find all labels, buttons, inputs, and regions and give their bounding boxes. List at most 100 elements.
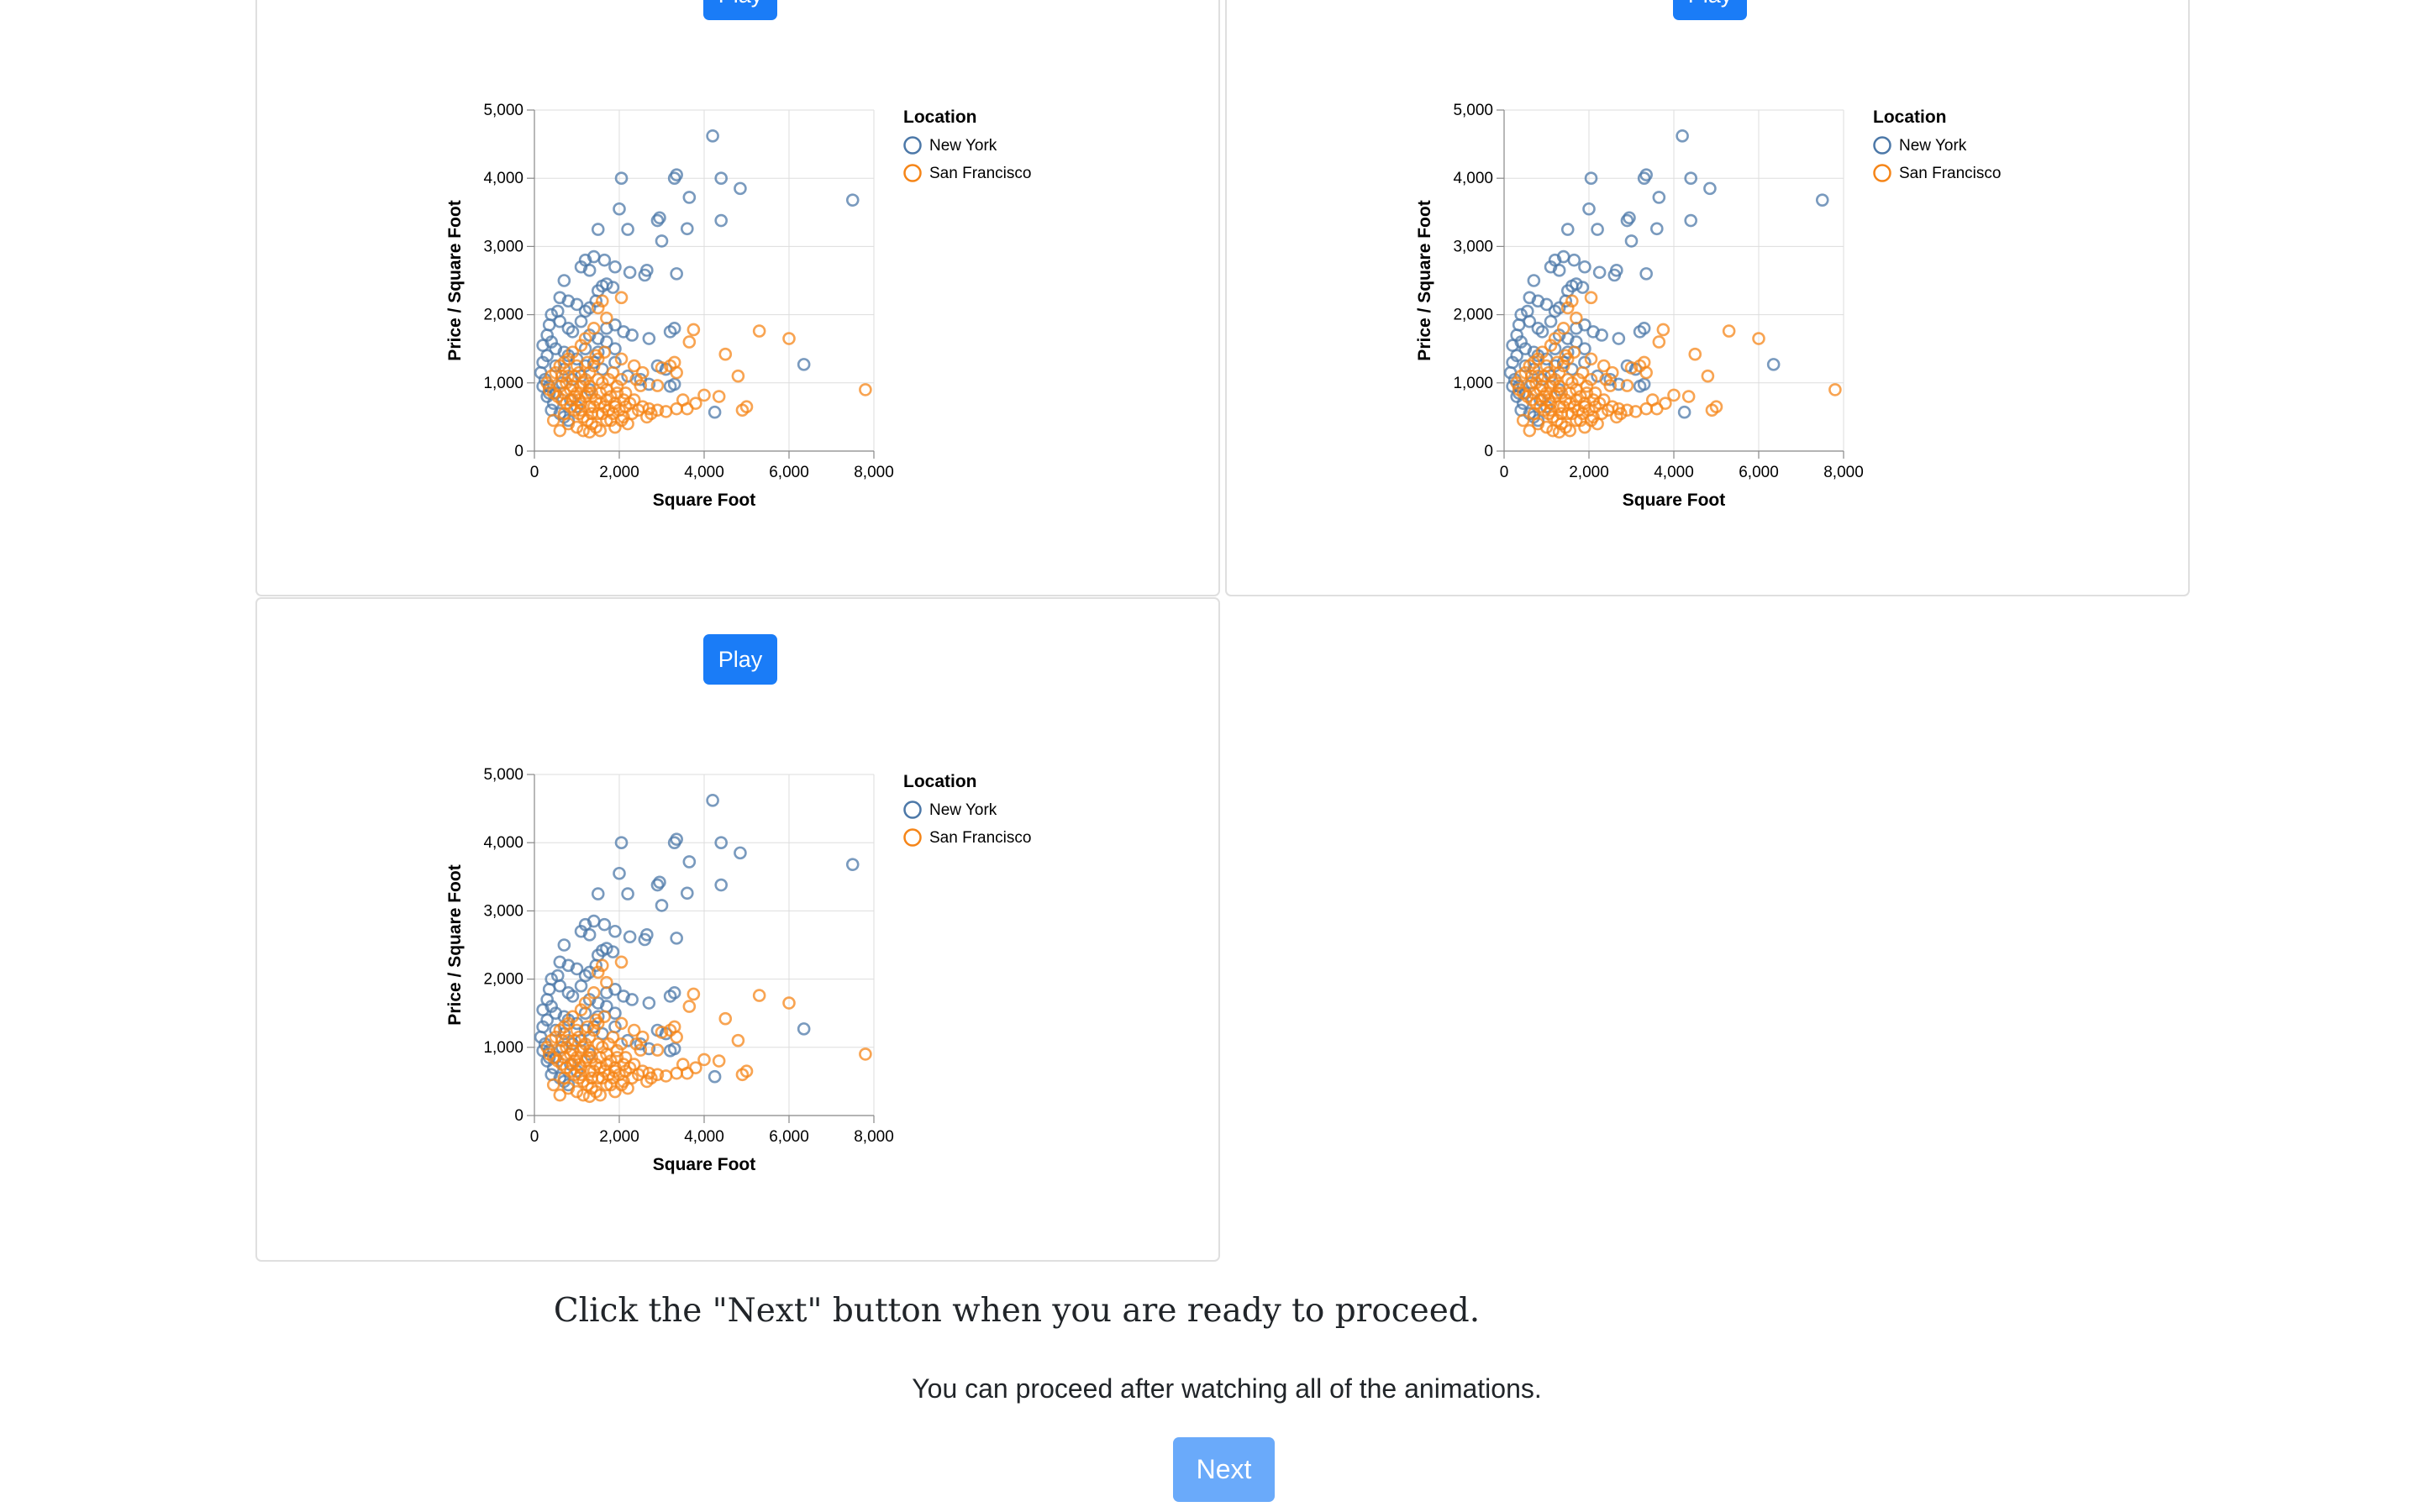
legend-label: San Francisco [929, 829, 1031, 847]
data-point [1576, 281, 1590, 294]
data-point [621, 223, 634, 236]
data-point [1582, 202, 1596, 216]
x-tick-label: 0 [530, 1128, 539, 1146]
data-point [687, 987, 701, 1001]
legend-title: Location [903, 108, 977, 127]
play-button[interactable]: Play [703, 0, 777, 20]
data-point [1652, 191, 1666, 204]
data-point [1612, 332, 1626, 345]
data-point [1578, 318, 1591, 332]
y-axis-title: Price / Square Foot [445, 200, 465, 360]
animation-note: You can proceed after watching all of th… [912, 1373, 1542, 1404]
data-point [553, 291, 567, 305]
x-tick-label: 4,000 [684, 464, 724, 481]
data-point [1512, 318, 1526, 332]
legend-symbol [1873, 136, 1891, 155]
data-point [682, 335, 697, 349]
data-point [670, 1066, 683, 1080]
data-point [1649, 222, 1664, 236]
data-point [549, 342, 563, 356]
data-point [1552, 264, 1566, 277]
data-point [591, 1037, 605, 1051]
data-point [1766, 358, 1781, 371]
legend-label: San Francisco [1899, 165, 2001, 182]
legend-label: San Francisco [929, 165, 1031, 182]
data-point [1701, 369, 1715, 383]
data-point [650, 403, 665, 417]
data-point [1523, 291, 1537, 305]
data-point [1580, 386, 1594, 400]
data-point [625, 328, 639, 342]
data-point [1584, 171, 1598, 185]
data-point [735, 403, 750, 417]
next-button[interactable]: Next [1173, 1437, 1275, 1502]
scatter-chart-3: 0 2,000 4,000 6,000 8,000 0 1,000 2,000 3,000 4,0… [429, 711, 1067, 1215]
data-point [1688, 347, 1702, 361]
data-point [667, 836, 681, 849]
data-point [714, 878, 729, 892]
data-point [670, 932, 683, 945]
data-point [1656, 323, 1670, 337]
data-point [1620, 379, 1634, 392]
data-point [1563, 396, 1577, 410]
data-point [597, 253, 612, 267]
x-tick-label: 4,000 [1654, 464, 1694, 481]
data-point [613, 202, 626, 216]
data-point [557, 407, 571, 421]
y-tick-label: 3,000 [483, 902, 523, 920]
data-point [1578, 260, 1591, 274]
data-point [1595, 328, 1608, 342]
x-tick-label: 8,000 [1823, 464, 1864, 481]
data-point [597, 345, 612, 360]
data-point [635, 1030, 650, 1044]
data-point [650, 1068, 665, 1082]
data-point [650, 1043, 665, 1057]
data-point [546, 1078, 560, 1092]
y-tick-label: 2,000 [483, 971, 523, 989]
data-point [557, 938, 571, 952]
data-point [644, 1071, 658, 1085]
y-tick-label: 0 [514, 1107, 523, 1125]
data-point [642, 1042, 656, 1056]
data-point [542, 982, 556, 996]
data-point [797, 1022, 811, 1036]
data-point [1570, 311, 1583, 325]
y-tick-label: 5,000 [483, 102, 523, 119]
data-point [635, 400, 650, 414]
data-point [1591, 223, 1604, 236]
data-point [621, 887, 634, 900]
data-point [859, 383, 872, 396]
x-axis-title: Square Foot [1623, 491, 1726, 510]
data-point [557, 1071, 571, 1085]
data-point [1623, 211, 1636, 225]
data-point [614, 955, 629, 969]
legend-title: Location [1873, 108, 1947, 127]
x-tick-label: 2,000 [599, 1128, 639, 1146]
data-point [1614, 407, 1628, 421]
data-point [1705, 403, 1719, 417]
scatter-chart-1: 0 2,000 4,000 6,000 8,000 0 1,000 2,000 3,000 4,0… [429, 47, 1067, 551]
data-point [845, 193, 860, 207]
data-point [608, 924, 622, 938]
data-point [553, 423, 567, 438]
play-button[interactable]: Play [703, 634, 777, 685]
data-point [1684, 213, 1698, 228]
data-point [1676, 129, 1689, 143]
data-point [591, 372, 605, 386]
data-point [587, 400, 601, 414]
data-point [614, 352, 629, 366]
data-point [614, 291, 629, 305]
data-point [1516, 413, 1530, 428]
data-point [642, 377, 656, 391]
data-point [540, 375, 554, 390]
data-point [568, 369, 581, 383]
data-point [608, 982, 622, 996]
data-point [1542, 393, 1555, 407]
data-point [561, 369, 576, 383]
data-point [676, 393, 690, 407]
data-point [1560, 301, 1575, 315]
data-point [1527, 274, 1541, 287]
data-point [734, 181, 747, 196]
legend-symbol [1873, 164, 1891, 182]
play-button[interactable]: Play [1673, 0, 1747, 20]
